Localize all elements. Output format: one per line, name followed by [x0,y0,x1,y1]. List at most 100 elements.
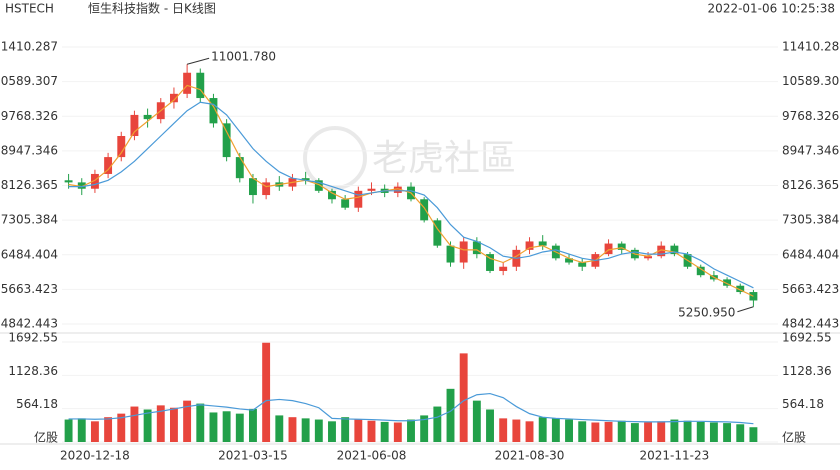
ma-line [68,84,754,297]
candle-body [209,98,218,124]
volume-bar [169,407,178,442]
volume-bar [486,409,494,442]
y-tick-label: 6484.404 [1,247,58,261]
index-name: 恒生科技指数 - 日K线图 [88,1,216,16]
ma-line [68,101,754,289]
volume-bar [723,423,732,442]
volume-bar [130,406,139,442]
volume-bar [367,420,376,442]
volume-bar [393,422,402,442]
volume-bar [446,388,455,442]
candle-body [604,243,613,255]
volume-bar [736,424,745,442]
volume-bar [235,413,244,442]
y-tick-label-right: 8947.346 [782,143,839,157]
volume-bar [64,419,73,442]
x-tick-label: 2021-08-30 [495,449,565,463]
volume-bar [657,421,666,442]
volume-tick-label-right: 564.18 [782,397,824,411]
volume-bar [222,411,231,442]
volume-bar [341,417,350,442]
y-tick-label: 10589.307 [0,74,58,88]
candle-body [670,245,679,255]
candle-body [499,266,508,271]
max-label: 11001.780 [211,50,276,64]
candle-body [538,241,547,246]
y-tick-label: 5663.423 [1,282,58,296]
volume-bar [196,403,205,442]
candle-body [367,188,376,191]
volume-bar [262,342,271,442]
volume-bar [617,420,626,442]
candle-body [222,123,231,158]
volume-tick-label: 亿股 [34,430,58,445]
y-tick-label: 8126.365 [1,178,58,192]
candle-body [644,256,653,259]
volume-bar [459,353,468,442]
max-leader [186,57,210,65]
min-label: 5250.950 [678,305,735,319]
volume-bar [525,421,534,442]
y-tick-label: 7305.384 [1,213,58,227]
volume-bar [156,405,165,442]
volume-bar [90,421,99,442]
y-tick-label-right: 5663.423 [782,282,839,296]
volume-tick-label: 564.18 [16,397,58,411]
candle-body [565,258,573,263]
volume-bar [275,415,284,442]
candle-body [696,266,705,276]
volume-bar [565,419,573,442]
volume-bar [683,420,692,442]
candle-body [130,114,139,137]
volume-bar [499,418,508,442]
candle-body [472,241,481,255]
watermark-group: 老虎社區 [303,126,516,190]
candle-body [446,245,455,263]
candle-body [64,180,73,183]
volume-tick-label-right: 亿股 [782,430,806,445]
volume-bar [472,400,481,442]
volume-bar [670,419,679,442]
volume-bar [314,419,323,442]
candle-body [143,114,152,120]
candle-body [328,190,336,200]
candle-body [420,199,429,221]
volume-bar [77,418,86,442]
volume-bar [591,422,600,442]
candle-body [433,220,442,246]
volume-bar [696,421,705,442]
volume-bar [630,423,639,442]
volume-ma-line [68,392,754,425]
volume-tick-label: 1692.55 [8,331,58,345]
candle-body [459,241,468,263]
y-tick-label-right: 9768.326 [782,109,839,123]
volume-bar [183,400,192,442]
y-tick-label: 9768.326 [1,109,58,123]
volume-bar [644,422,653,442]
candle-body [183,72,192,94]
candle-body [393,186,402,193]
candle-body [90,173,99,189]
volume-bar [143,409,152,442]
candle-body [117,136,126,158]
volume-bar [538,417,547,442]
y-tick-label: 4842.443 [1,317,58,331]
candle-body [262,182,271,196]
candle-body [341,199,350,208]
y-tick-label-right: 11410.287 [782,40,840,54]
y-tick-label-right: 8126.365 [782,178,839,192]
y-tick-label-right: 10589.307 [782,74,840,88]
x-tick-label: 2021-06-08 [337,449,407,463]
candle-body [77,182,86,189]
y-tick-label-right: 6484.404 [782,247,839,261]
volume-bar [512,419,521,442]
candle-body [617,243,626,250]
volume-tick-label-right: 1128.36 [782,364,832,378]
volume-bar [380,421,389,442]
candle-body [749,292,758,301]
x-tick-label: 2021-11-23 [640,449,710,463]
candle-body [301,178,310,181]
candle-body [657,245,666,257]
volume-bar [433,406,442,442]
